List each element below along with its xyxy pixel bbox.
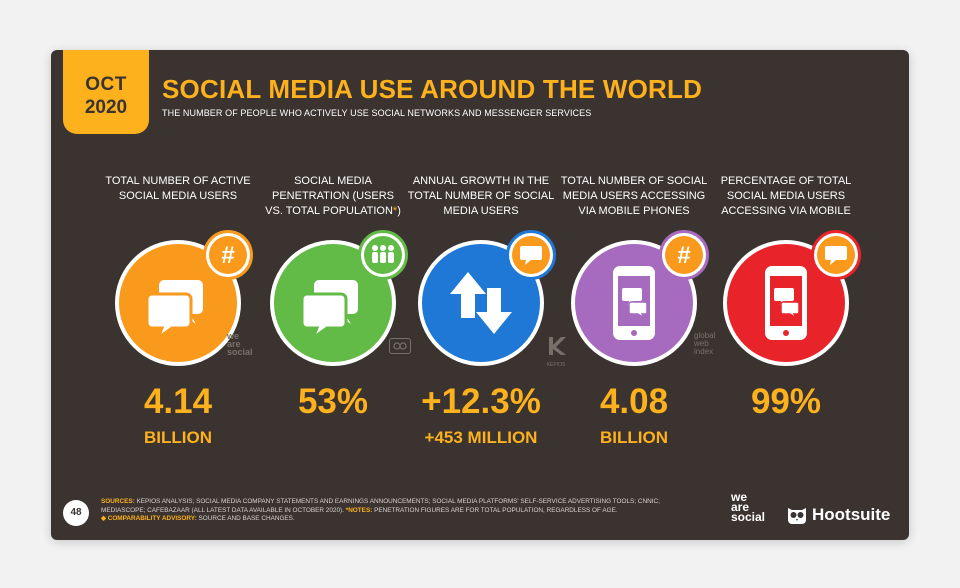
hootsuite-wordmark: Hootsuite [812,505,891,524]
badge [506,230,556,280]
metric-mobile-users: TOTAL NUMBER OF SOCIAL MEDIA USERS ACCES… [559,174,709,474]
owl-icon [393,342,407,350]
speech-bubbles-icon [300,280,358,343]
mobile-phone-icon [765,266,807,340]
sources-text: SOURCES: KEPIOS ANALYSIS; SOCIAL MEDIA C… [101,498,660,523]
kepios-small-logo: KEPIOS [545,335,567,368]
metric-mobile-percentage: PERCENTAGE OF TOTAL SOCIAL MEDIA USERS A… [711,174,861,474]
hashtag-icon: # [209,236,247,274]
hootsuite-logo: Hootsuite [786,502,890,528]
metric-value: 99% [750,382,822,421]
we-are-social-logo: we are social [731,490,766,524]
kepios-mark-icon [549,337,566,355]
date-badge: OCT 2020 [63,50,149,134]
svg-text:#: # [221,242,234,269]
up-down-arrows-icon [450,272,512,334]
advisory-icon: ◆ [101,515,108,523]
metric-active-users: TOTAL NUMBER OF ACTIVE SOCIAL MEDIA USER… [103,174,253,474]
metric-annual-growth: ANNUAL GROWTH IN THE TOTAL NUMBER OF SOC… [406,174,556,474]
metric-label: TOTAL NUMBER OF ACTIVE SOCIAL MEDIA USER… [105,175,251,202]
metric-unit: BILLION [144,428,212,447]
chat-bubble-icon [817,236,855,274]
metric-label: ANNUAL GROWTH IN THE TOTAL NUMBER OF SOC… [407,175,555,217]
hashtag-icon: # [665,236,703,274]
badge [811,230,861,280]
date-year: 2020 [84,97,128,118]
metric-unit: BILLION [600,428,668,447]
metric-value: 4.14 [143,382,213,421]
we-are-social-small-logo: we are social [227,331,253,357]
page-title: SOCIAL MEDIA USE AROUND THE WORLD [162,74,703,104]
chat-bubble-icon [512,236,550,274]
badge: # [203,230,253,280]
metric-label: TOTAL NUMBER OF SOCIAL MEDIA USERS ACCES… [560,175,708,217]
metric-value: +12.3% [421,382,541,421]
metric-value: 4.08 [599,382,669,421]
hootsuite-owl-small-logo [389,338,411,354]
metric-penetration: SOCIAL MEDIA PENETRATION (USERS vs. TOTAL … [258,174,408,474]
global-web-index-small-logo: global web index [694,331,716,356]
metric-label: SOCIAL MEDIA PENETRATION (USERS vs. TOTAL … [265,175,401,217]
slide: OCT 2020 SOCIAL MEDIA USE AROUND THE WOR… [51,50,909,540]
people-icon [364,236,402,274]
mobile-phone-icon [613,266,655,340]
owl-icon [788,508,806,524]
badge: # [659,230,709,280]
metric-label: PERCENTAGE OF TOTAL SOCIAL MEDIA USERS A… [720,175,852,217]
metric-value: 53% [297,382,369,421]
date-month: OCT [85,74,127,95]
page-subtitle: THE NUMBER OF PEOPLE WHO ACTIVELY USE SO… [162,108,592,118]
speech-bubbles-icon [145,280,203,343]
badge [358,230,408,280]
svg-text:#: # [677,242,690,269]
page-number: 48 [63,500,89,526]
metric-unit: +453 MILLION [424,428,538,447]
